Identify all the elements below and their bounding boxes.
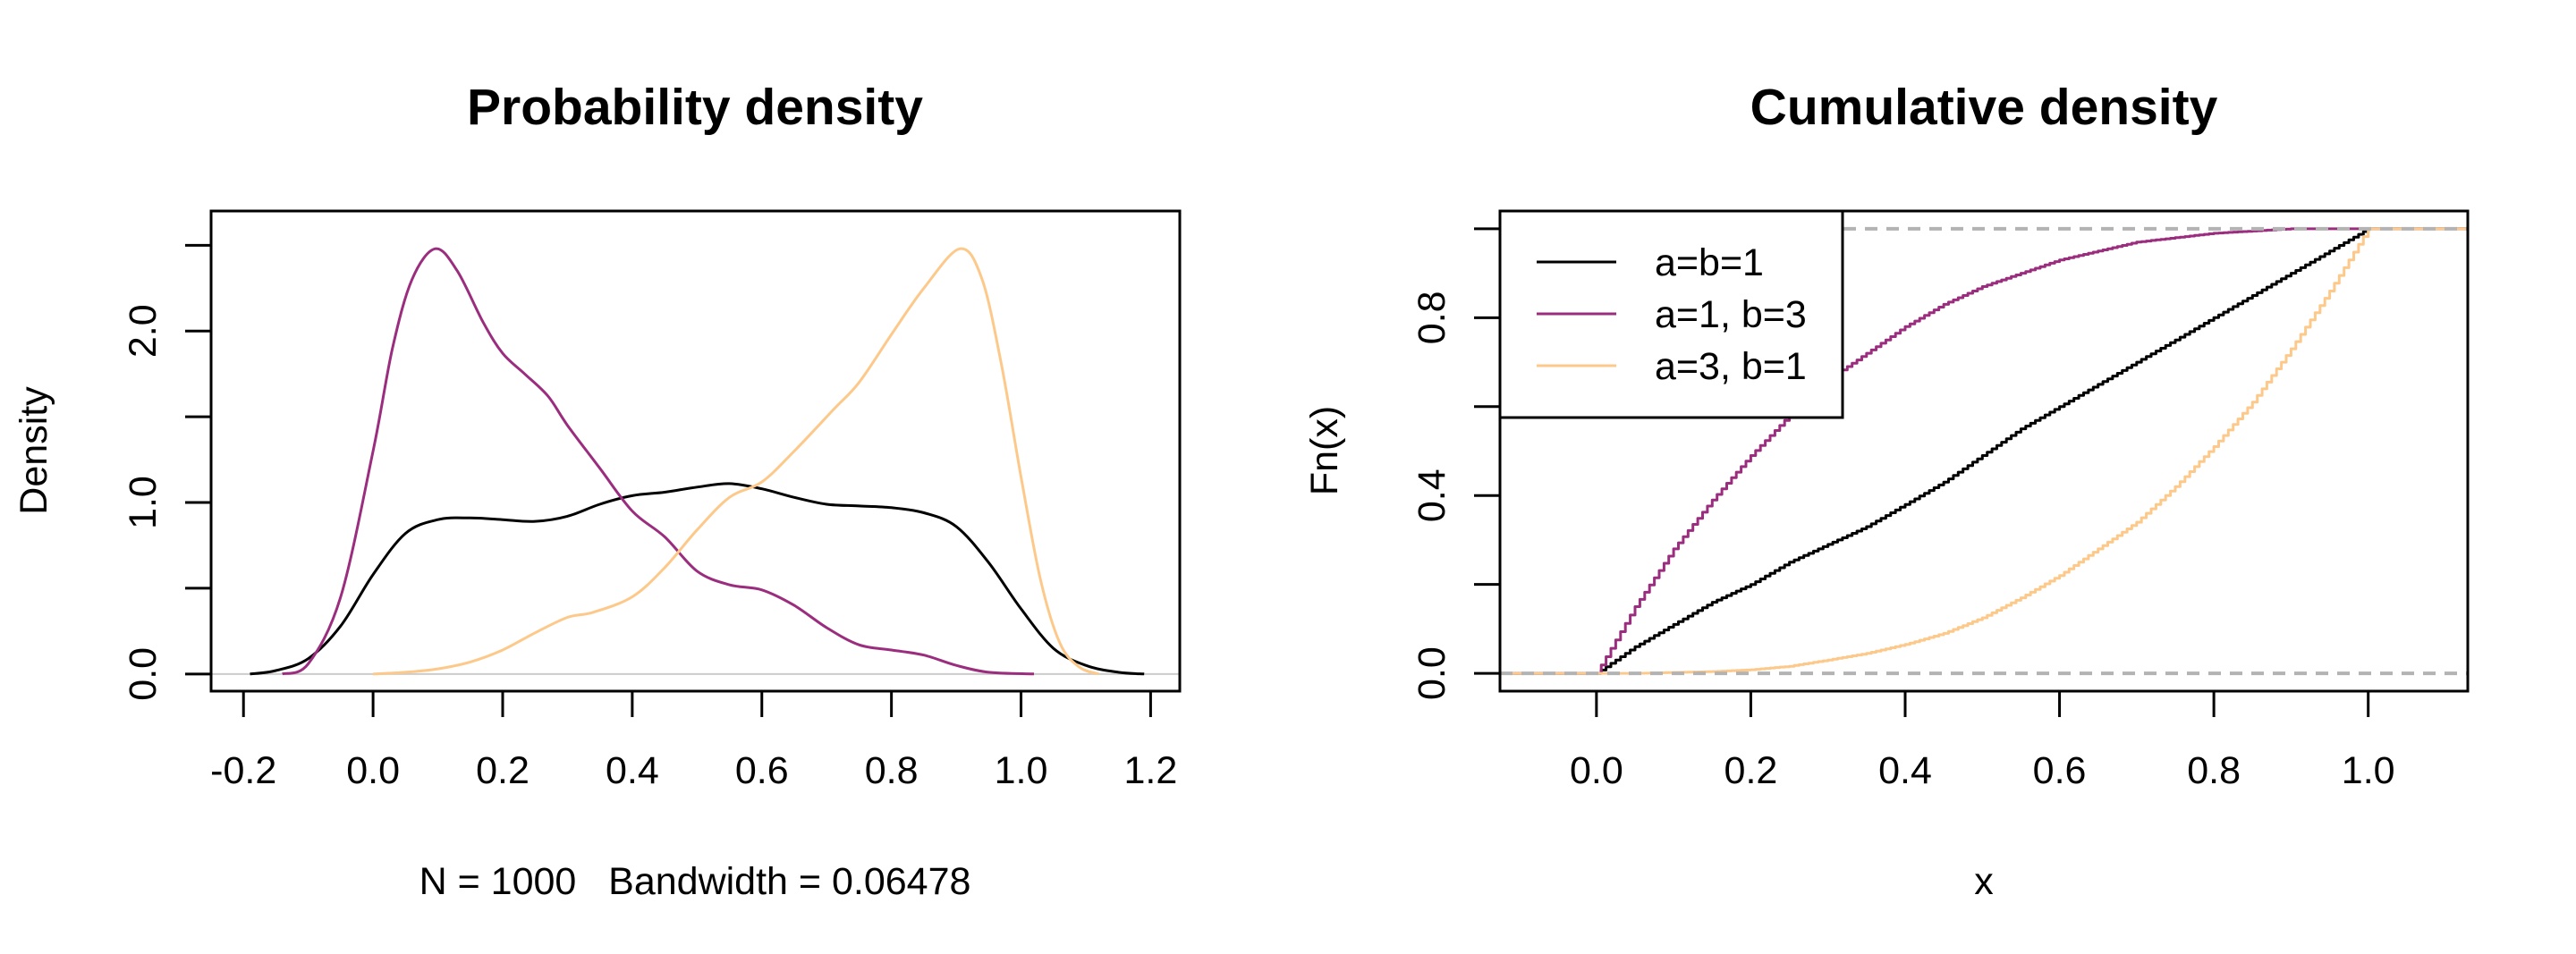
- density-x-tick-label: 0.6: [735, 749, 789, 792]
- cdf-series-a-3-b-1: [1500, 227, 2469, 675]
- cdf-y-tick-label: 0.0: [1411, 646, 1453, 700]
- density-x-tick-label: 0.4: [606, 749, 659, 792]
- cdf-series-a-1-b-3: [1500, 227, 2469, 675]
- cdf-y-axis: 0.0 0.4 0.8: [1411, 227, 1500, 700]
- cdf-xlabel: x: [1974, 860, 1994, 903]
- cdf-x-tick-label: 0.6: [2033, 749, 2087, 792]
- density-x-tick-label: 0.8: [865, 749, 919, 792]
- cdf-x-tick-label: 0.0: [1570, 749, 1623, 792]
- density-y-tick-label: 1.0: [122, 476, 165, 529]
- cdf-y-tick-label: 0.4: [1411, 469, 1453, 522]
- cdf-x-tick-label: 0.8: [2187, 749, 2241, 792]
- cdf-x-axis: 0.0 0.2 0.4 0.6 0.8 1.0: [1570, 691, 2395, 792]
- cdf-x-tick-label: 0.2: [1724, 749, 1778, 792]
- density-series-a-3-b-1: [373, 247, 1099, 676]
- density-xlabel: N = 1000 Bandwidth = 0.06478: [419, 860, 971, 903]
- density-title: Probability density: [467, 79, 923, 136]
- density-x-tick-label: 0.2: [476, 749, 530, 792]
- cdf-x-tick-label: 1.0: [2342, 749, 2395, 792]
- cdf-plot-frame: [1498, 209, 2470, 693]
- legend-label-a-b-1: a=b=1: [1655, 241, 1764, 284]
- density-panel: Probability density N = 1000 Bandwidth =…: [13, 79, 1182, 903]
- density-series: [250, 247, 1145, 676]
- cdf-ylabel: Fn(x): [1303, 406, 1346, 495]
- density-series-a-b-1: [250, 482, 1145, 676]
- cdf-x-tick-label: 0.4: [1878, 749, 1932, 792]
- density-x-tick-label: 1.2: [1124, 749, 1178, 792]
- cdf-legend: a=b=1 a=1, b=3 a=3, b=1: [1498, 209, 1844, 419]
- density-ylabel: Density: [13, 386, 55, 515]
- legend-label-a1-b3: a=1, b=3: [1655, 293, 1807, 336]
- legend-label-a3-b1: a=3, b=1: [1655, 345, 1807, 388]
- density-y-axis: 0.0 1.0 2.0: [122, 243, 211, 701]
- density-x-axis: -0.2 0.0 0.2 0.4 0.6 0.8 1.0 1.2: [210, 691, 1177, 792]
- density-y-tick-label: 0.0: [122, 647, 165, 701]
- cdf-y-tick-label: 0.8: [1411, 291, 1453, 344]
- density-x-tick-label: -0.2: [210, 749, 276, 792]
- density-x-tick-label: 1.0: [995, 749, 1048, 792]
- cdf-title: Cumulative density: [1750, 79, 2218, 136]
- density-x-tick-label: 0.0: [346, 749, 400, 792]
- cdf-series-a-b-1: [1500, 227, 2469, 675]
- cdf-panel: Cumulative density x Fn(x) 0.0 0.2 0.4 0.6 0…: [1303, 79, 2470, 903]
- density-plot-frame: [209, 209, 1182, 693]
- density-y-tick-label: 2.0: [122, 304, 165, 358]
- cdf-series: [1500, 226, 2469, 676]
- density-series-a-1-b-3: [282, 247, 1035, 676]
